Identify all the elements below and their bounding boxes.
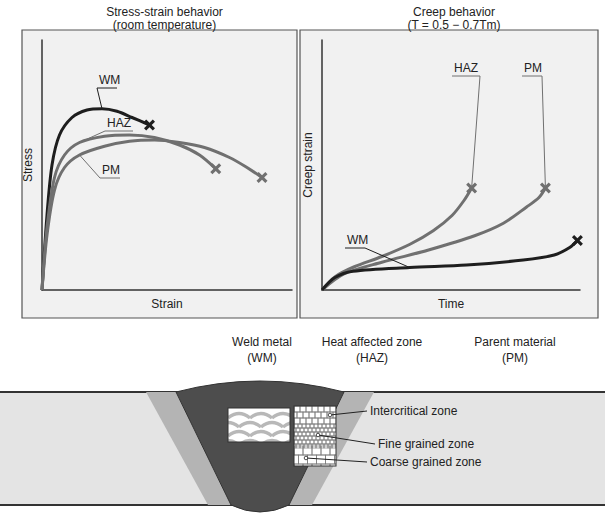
svg-text:(PM): (PM)	[502, 351, 528, 365]
svg-text:Intercritical zone: Intercritical zone	[370, 404, 458, 418]
svg-text:Stress-strain behavior: Stress-strain behavior	[106, 5, 223, 19]
svg-text:Parent material: Parent material	[474, 335, 555, 349]
svg-text:WM: WM	[347, 233, 368, 247]
svg-text:Creep behavior: Creep behavior	[413, 5, 495, 19]
svg-text:Weld metal: Weld metal	[232, 335, 292, 349]
svg-text:PM: PM	[102, 163, 120, 177]
svg-text:HAZ: HAZ	[454, 61, 478, 75]
svg-text:Stress: Stress	[21, 148, 35, 182]
svg-text:Heat affected zone: Heat affected zone	[322, 335, 423, 349]
svg-text:Coarse grained zone: Coarse grained zone	[370, 455, 482, 469]
svg-text:PM: PM	[524, 61, 542, 75]
svg-text:HAZ: HAZ	[107, 116, 131, 130]
svg-text:(WM): (WM)	[247, 351, 276, 365]
svg-text:(HAZ): (HAZ)	[356, 351, 388, 365]
svg-text:Strain: Strain	[151, 297, 182, 311]
svg-text:Time: Time	[438, 297, 465, 311]
svg-text:Fine grained zone: Fine grained zone	[378, 437, 474, 451]
svg-text:WM: WM	[99, 73, 120, 87]
svg-text:Creep strain: Creep strain	[301, 132, 315, 197]
svg-text:(room temperature): (room temperature)	[113, 18, 216, 32]
svg-text:(T = 0.5 − 0.7Tm): (T = 0.5 − 0.7Tm)	[407, 18, 500, 32]
